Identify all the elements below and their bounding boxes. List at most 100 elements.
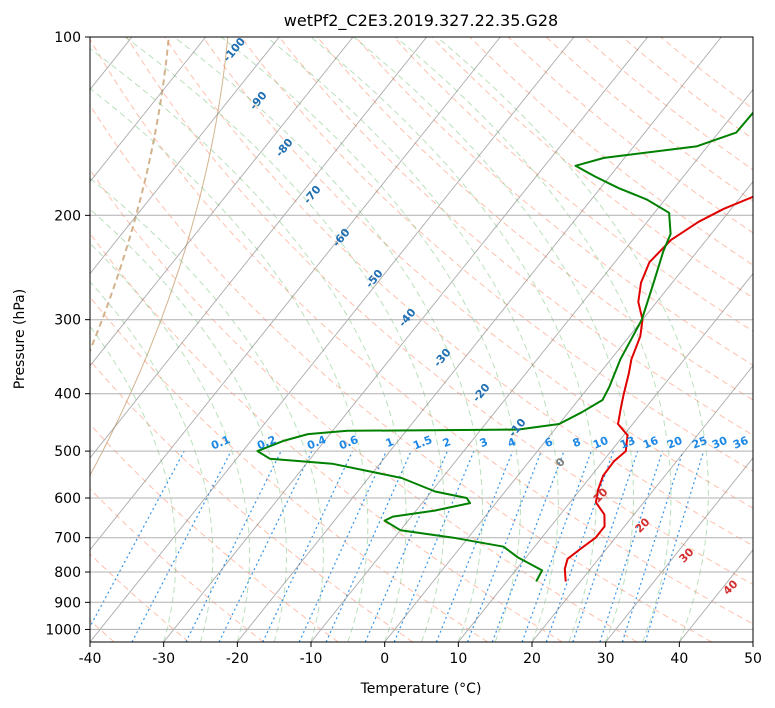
x-tick-label: 30 [597, 651, 615, 667]
mixing-ratio-line [621, 450, 684, 642]
dry-adiabat-line [90, 423, 339, 642]
dry-adiabat-label: -90 [247, 89, 270, 113]
data-layer [256, 111, 753, 582]
mixing-ratio-line [325, 450, 412, 642]
isotherm-line [531, 365, 753, 642]
mixing-ratio-label: 0.4 [305, 433, 328, 452]
y-tick-label: 100 [54, 30, 81, 46]
dry-adiabat-line [90, 296, 488, 642]
y-tick-label: 1000 [45, 622, 81, 638]
isotherm-line [90, 37, 428, 459]
moist-adiabat-line [395, 37, 672, 642]
mixing-ratio-line [466, 450, 542, 642]
mixing-ratio-line [262, 450, 354, 642]
moist-adiabat-line [436, 37, 709, 642]
isotherm-line [752, 641, 753, 642]
dewpoint-profile-line [256, 111, 753, 582]
x-tick-label: -30 [152, 651, 175, 667]
isotherm-line [163, 37, 649, 642]
mixing-ratio-line [572, 450, 639, 642]
mixing-ratio-line [298, 450, 387, 642]
mixing-ratio-label: 0.6 [337, 433, 360, 452]
moist-adiabat-label: 10 [591, 485, 611, 505]
mixing-ratio-label: 0.2 [255, 433, 278, 452]
dry-adiabat-label: -50 [363, 267, 386, 291]
x-tick-label: -40 [79, 651, 102, 667]
x-tick-label: 50 [744, 651, 762, 667]
y-tick-label: 900 [54, 595, 81, 611]
dry-adiabat-line [469, 37, 753, 266]
dry-adiabat-label: -40 [396, 306, 419, 330]
mixing-ratio-label: 1.5 [411, 433, 434, 452]
y-tick-label: 200 [54, 208, 81, 224]
mixing-ratio-label: 20 [665, 434, 684, 452]
moist-adiabat-line [124, 37, 445, 642]
isotherm-line [90, 37, 501, 551]
isotherm-line [90, 37, 207, 183]
mixing-ratio-label: 1 [384, 435, 396, 450]
mixing-ratio-line [521, 450, 592, 642]
y-tick-label: 300 [54, 313, 81, 329]
dry-adiabat-line [90, 488, 264, 642]
mixing-ratio-label: 3 [478, 435, 490, 450]
dry-adiabat-line [202, 37, 753, 509]
dry-adiabat-line [583, 37, 753, 171]
moist-adiabat-line [90, 177, 324, 642]
isotherm-line [605, 457, 753, 642]
x-axis-title: Temperature (°C) [360, 681, 482, 697]
mixing-ratio-line [599, 450, 663, 642]
isotherm-line [236, 37, 722, 642]
mixing-ratio-line [131, 450, 232, 642]
mixing-ratio-line [545, 450, 614, 642]
isotherm-line [0, 37, 58, 642]
mixing-ratio-line [644, 450, 705, 642]
dry-adiabat-line [507, 37, 753, 234]
mixing-ratio-label: 13 [618, 434, 637, 452]
isotherm-line [90, 37, 575, 642]
moist-adiabat-line [220, 37, 521, 642]
dry-adiabat-line [278, 37, 753, 436]
dry-adiabat-line [355, 37, 753, 366]
isotherm-line [90, 37, 280, 275]
y-tick-label: 600 [54, 491, 81, 507]
moist-adiabat-label: 30 [677, 545, 697, 565]
mixing-ratio-label: 2 [441, 435, 453, 450]
mixing-ratio-label: 10 [591, 434, 610, 452]
moist-adiabat-line [90, 325, 177, 642]
y-axis-title: Pressure (hPa) [12, 289, 28, 389]
grid-layer [0, 37, 753, 642]
y-tick-label: 800 [54, 565, 81, 581]
adiabat-label-layer: -100-90-80-70-60-50-40-30-20-10010203040… [209, 37, 750, 598]
dry-adiabat-line [90, 553, 190, 642]
y-tick-label: 400 [54, 387, 81, 403]
isotherm-line [678, 549, 753, 642]
mixing-ratio-label: 8 [571, 435, 583, 450]
x-tick-label: -20 [226, 651, 249, 667]
isotherm-line [457, 272, 753, 642]
dry-adiabat-line [393, 37, 753, 332]
isotherm-line [90, 37, 354, 367]
moist-adiabat-label: 0 [553, 455, 568, 470]
x-tick-label: 0 [380, 651, 389, 667]
mixing-ratio-label: 30 [710, 434, 729, 452]
mixing-ratio-line [435, 450, 514, 642]
mixing-ratio-label: 0.1 [209, 433, 232, 452]
dry-adiabat-line [90, 104, 712, 642]
dry-adiabat-line [126, 37, 753, 586]
temperature-profile-line [563, 195, 753, 582]
mixing-ratio-label: 16 [641, 434, 660, 452]
moist-adiabat-line [90, 87, 369, 642]
y-tick-label: 500 [54, 444, 81, 460]
mixing-ratio-label: 25 [690, 434, 709, 452]
x-tick-label: 10 [449, 651, 467, 667]
mixing-ratio-line [185, 450, 282, 642]
dry-adiabat-label: -30 [431, 346, 454, 370]
dry-adiabat-line [90, 38, 753, 625]
x-tick-label: 20 [523, 651, 541, 667]
chart-title: wetPf2_C2E3.2019.327.22.35.G28 [284, 11, 558, 31]
moist-adiabat-line [90, 242, 251, 642]
plot-frame [89, 36, 754, 643]
isotherm-line [310, 88, 753, 642]
